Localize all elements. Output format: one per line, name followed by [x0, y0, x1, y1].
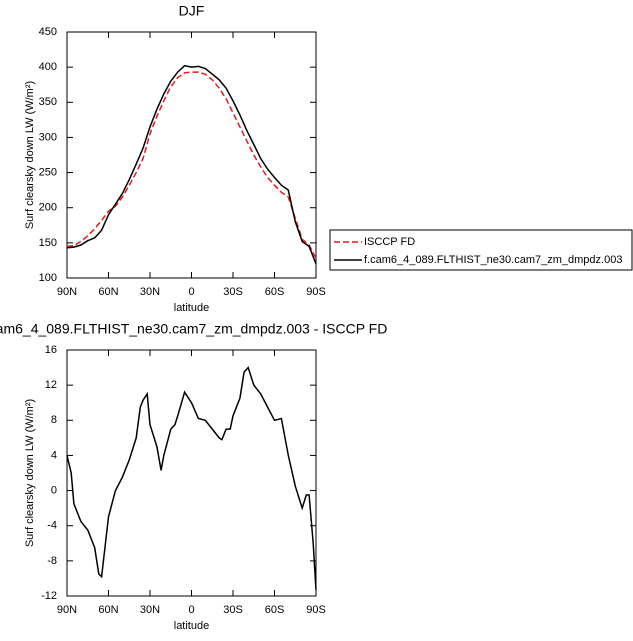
x-tick-label: 0: [188, 604, 194, 616]
y-tick-label: 0: [51, 484, 57, 496]
data-line: [66, 64, 317, 265]
chart-title: am6_4_089.FLTHIST_ne30.cam7_zm_dmpdz.003…: [0, 321, 387, 337]
x-tick-label: 30S: [223, 286, 243, 298]
data-line: [66, 71, 317, 259]
y-tick-label: -8: [47, 555, 57, 567]
y-tick-label: 150: [39, 237, 57, 249]
y-tick-label: 12: [45, 379, 57, 391]
y-tick-label: -4: [47, 520, 57, 532]
x-tick-label: 90N: [57, 286, 77, 298]
y-tick-label: 450: [39, 26, 57, 38]
x-tick-label: 60S: [265, 604, 285, 616]
data-line: [66, 366, 317, 590]
x-tick-label: 90S: [306, 604, 326, 616]
y-axis-label: Surf clearsky down LW (W/m²): [24, 81, 36, 229]
y-tick-label: 100: [39, 272, 57, 284]
x-tick-label: 60N: [98, 604, 118, 616]
y-tick-label: 400: [39, 61, 57, 73]
legend-box: [329, 229, 633, 271]
y-tick-label: 200: [39, 202, 57, 214]
x-tick-label: 90N: [57, 604, 77, 616]
x-tick-label: 30S: [223, 604, 243, 616]
x-axis-label: latitude: [174, 620, 209, 632]
chart-title: DJF: [179, 3, 205, 19]
plot-frame: [66, 31, 317, 279]
y-tick-label: 300: [39, 131, 57, 143]
x-tick-label: 60S: [265, 286, 285, 298]
y-tick-label: 16: [45, 344, 57, 356]
y-axis-label: Surf clearsky down LW (W/m²): [24, 399, 36, 547]
x-tick-label: 60N: [98, 286, 118, 298]
x-tick-label: 0: [188, 286, 194, 298]
x-axis-label: latitude: [174, 302, 209, 314]
y-tick-label: 250: [39, 166, 57, 178]
legend-label: f.cam6_4_089.FLTHIST_ne30.cam7_zm_dmpdz.…: [364, 254, 622, 266]
y-tick-label: -12: [41, 590, 57, 602]
y-tick-label: 350: [39, 96, 57, 108]
y-tick-label: 4: [51, 449, 57, 461]
x-tick-label: 30N: [140, 604, 160, 616]
y-tick-label: 8: [51, 414, 57, 426]
x-tick-label: 90S: [306, 286, 326, 298]
x-tick-label: 30N: [140, 286, 160, 298]
legend-label: ISCCP FD: [364, 236, 415, 248]
